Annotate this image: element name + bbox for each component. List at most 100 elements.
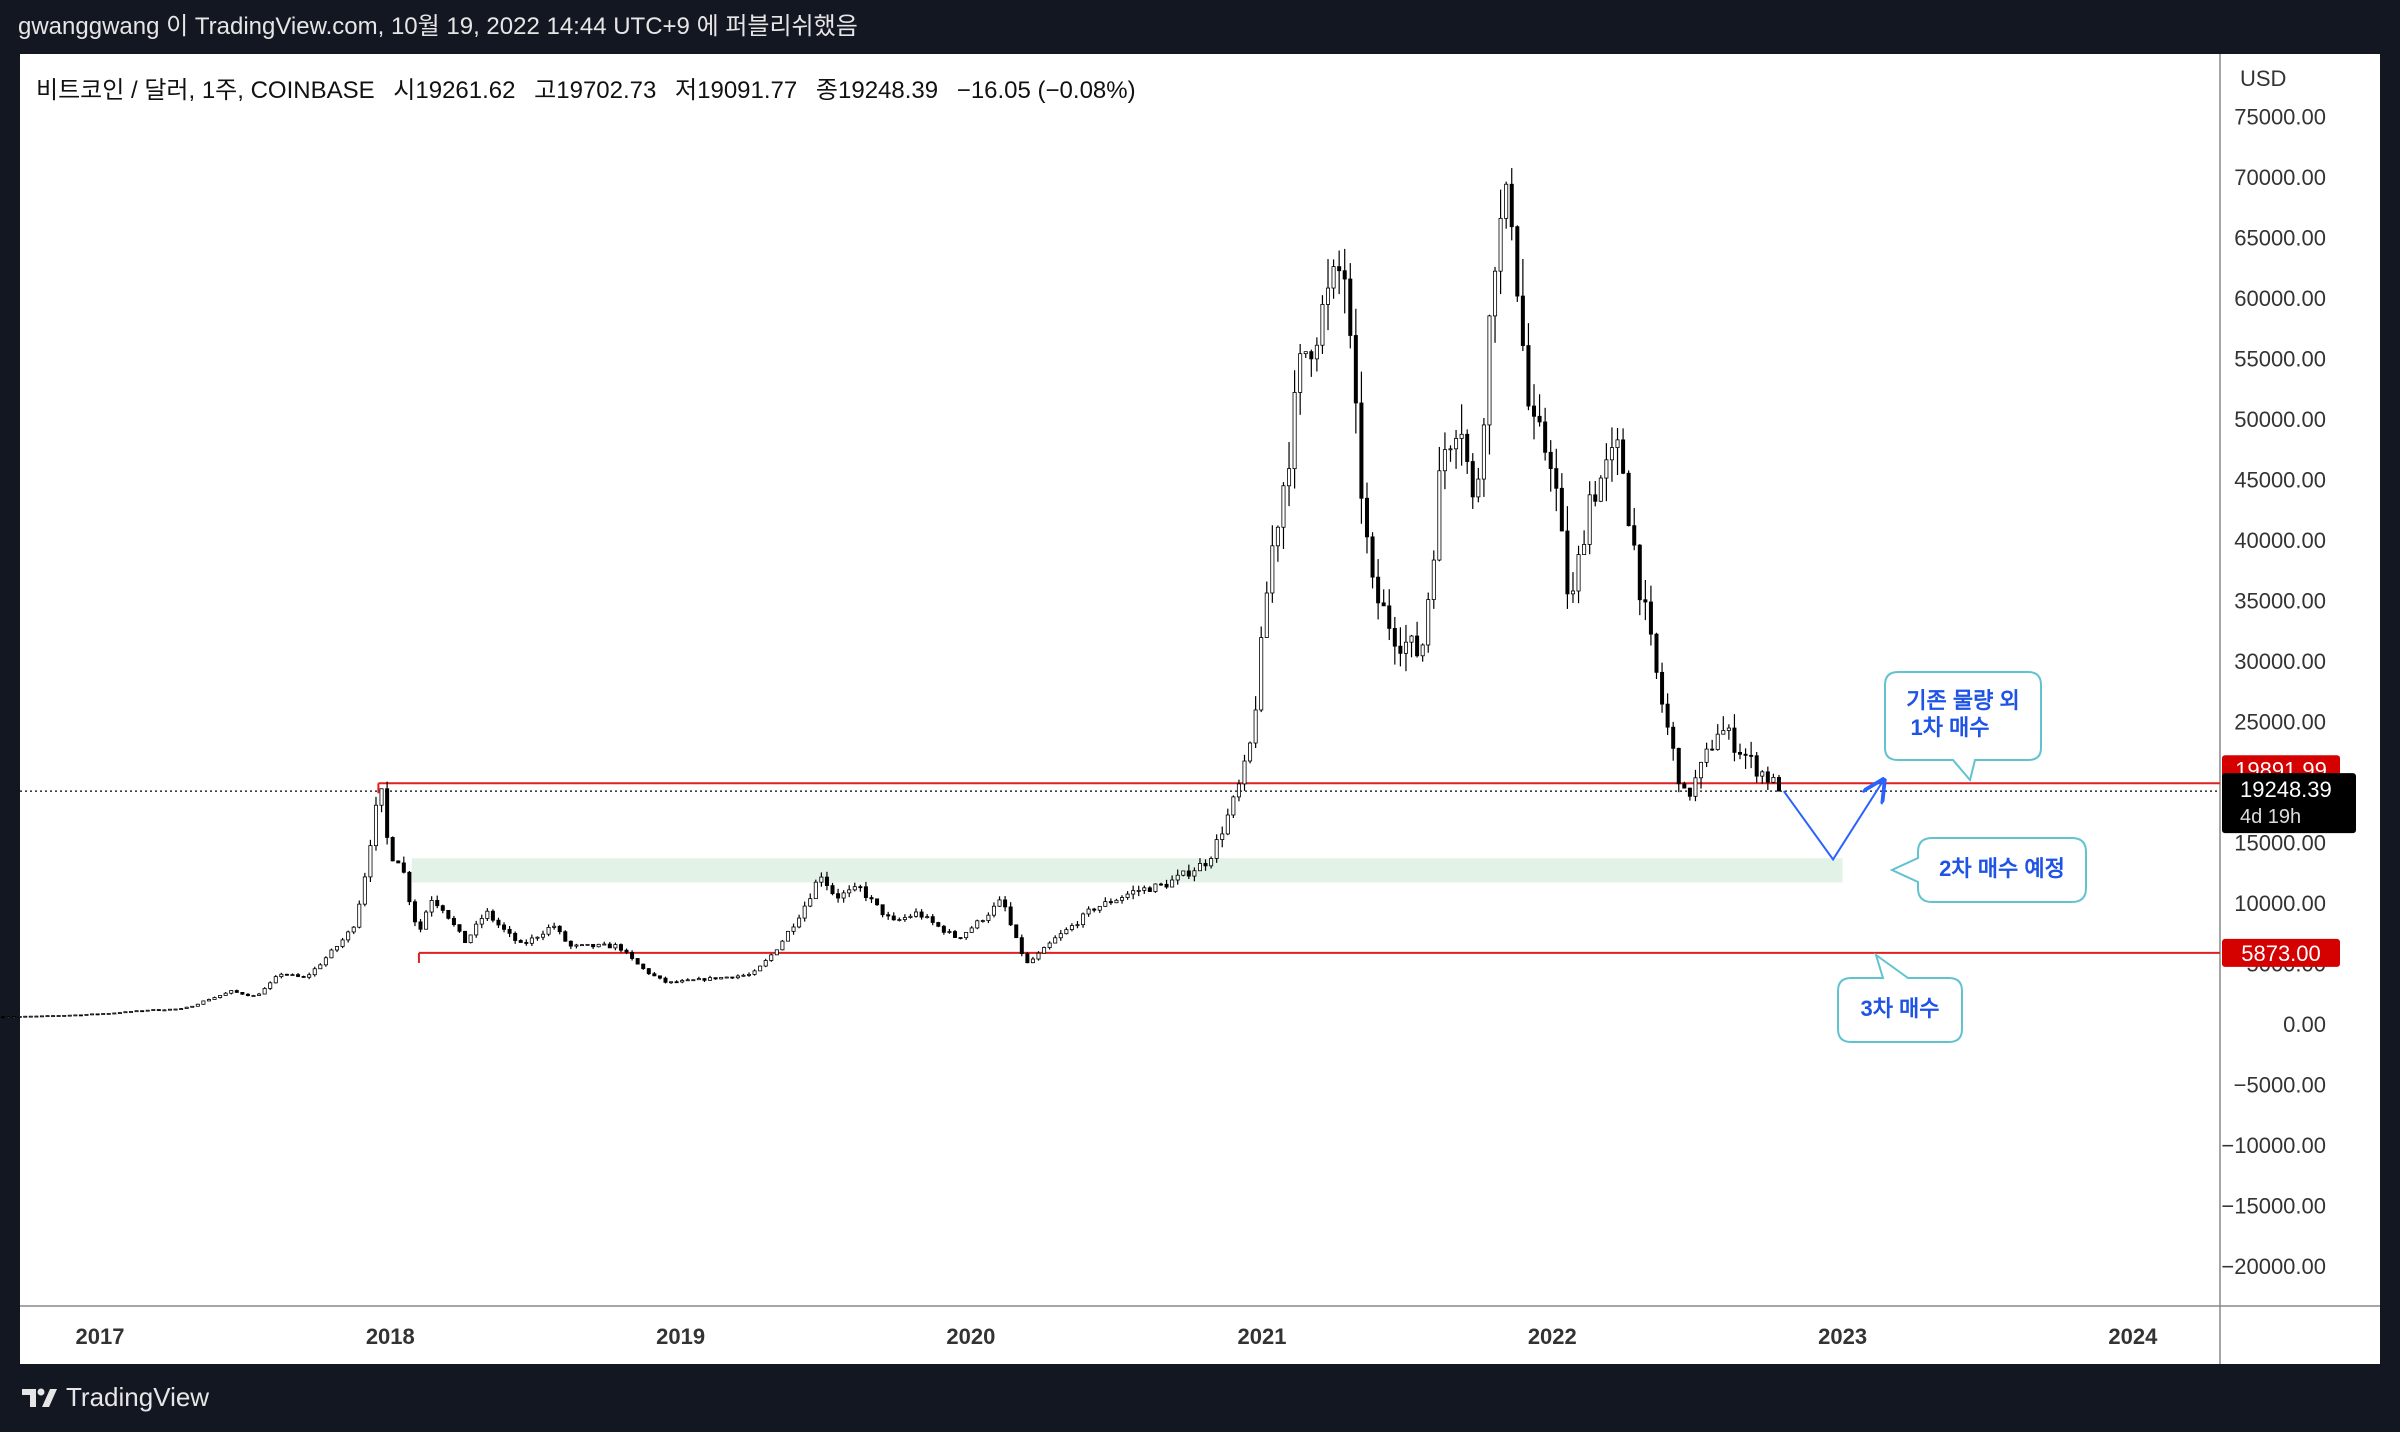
price-tick-label: 10000.00: [2234, 891, 2326, 916]
candle-body: [223, 992, 228, 996]
candle-body: [1509, 183, 1514, 228]
candle-body: [1209, 858, 1214, 867]
candle-body: [841, 892, 846, 899]
candle-body: [262, 988, 267, 995]
candle-body: [62, 1014, 67, 1017]
candle-body: [991, 905, 996, 916]
candle-body: [1559, 487, 1564, 532]
low-value: 19091.77: [697, 77, 797, 104]
candle-body: [641, 963, 646, 969]
price-tick-label: 35000.00: [2234, 589, 2326, 614]
candle-body: [468, 934, 473, 944]
candle-body: [1526, 345, 1531, 407]
projection-path: [1782, 782, 1883, 862]
high-value: 19702.73: [556, 77, 656, 104]
candle-body: [502, 924, 507, 930]
candle-body: [563, 931, 568, 942]
candle-body: [251, 995, 256, 997]
candle-body: [1776, 777, 1781, 792]
candle-body: [830, 885, 835, 895]
candle-body: [568, 940, 573, 947]
price-tick-label: 45000.00: [2234, 468, 2326, 493]
candle-body: [1292, 392, 1297, 470]
candle-body: [997, 899, 1002, 907]
candle-body: [863, 886, 868, 898]
candle-body: [1398, 645, 1403, 654]
candle-body: [1593, 494, 1598, 502]
candle-body: [368, 845, 373, 878]
candle-body: [819, 876, 824, 883]
candle-body: [763, 960, 768, 967]
candle-body: [67, 1014, 72, 1017]
candle-body: [524, 942, 529, 944]
candle-body: [23, 1015, 28, 1018]
candle-body: [791, 926, 796, 932]
candle-body: [541, 933, 546, 938]
tradingview-logo[interactable]: TradingView: [20, 1382, 209, 1413]
candle-body: [1008, 906, 1013, 926]
candle-body: [396, 860, 401, 864]
price-tick-label: −5000.00: [2234, 1073, 2326, 1098]
candle-body: [1092, 908, 1097, 911]
candle-body: [1470, 461, 1475, 498]
candle-body: [1264, 592, 1269, 638]
candle-body: [758, 965, 763, 972]
candle-body: [691, 979, 696, 982]
candle-body: [952, 931, 957, 938]
candle-body: [273, 976, 278, 984]
candle-body: [574, 944, 579, 947]
callout-first-buy[interactable]: 기존 물량 외 1차 매수: [1884, 671, 2042, 783]
candle-body: [1660, 671, 1665, 705]
candle-body: [140, 1010, 145, 1013]
candle-body: [373, 804, 378, 847]
candle-body: [1570, 590, 1575, 595]
candle-body: [652, 973, 657, 977]
candle-body: [17, 1016, 22, 1018]
candle-body: [101, 1013, 106, 1015]
candle-body: [1131, 890, 1136, 895]
candle-body: [1699, 761, 1704, 779]
candle-body: [546, 927, 551, 935]
callout-first-buy-line1: 기존 물량 외: [1906, 688, 2019, 713]
price-tick-label: 75000.00: [2234, 105, 2326, 130]
candle-body: [1186, 870, 1191, 877]
candle-body: [145, 1009, 150, 1012]
candle-body: [212, 997, 217, 1000]
candle-body: [696, 978, 701, 981]
candle-body: [1487, 315, 1492, 426]
candle-body: [28, 1015, 33, 1018]
candle-body: [129, 1011, 134, 1013]
candle-body: [117, 1012, 122, 1015]
candle-body: [1181, 870, 1186, 876]
candle-body: [1654, 633, 1659, 673]
candle-body: [1120, 897, 1125, 901]
candle-body: [1075, 924, 1080, 927]
callout-third-buy[interactable]: 3차 매수: [1837, 952, 1963, 1043]
candle-body: [1242, 760, 1247, 785]
candle-body: [1275, 526, 1280, 547]
candle-body: [1504, 183, 1509, 219]
candle-body: [1364, 497, 1369, 538]
candle-body: [1498, 217, 1503, 272]
candle-countdown: 4d 19h: [2240, 806, 2301, 828]
candle-body: [513, 932, 518, 941]
price-tick-label: −20000.00: [2221, 1254, 2326, 1279]
candle-body: [6, 1016, 11, 1019]
candle-body: [329, 949, 334, 959]
candle-body: [1314, 344, 1319, 360]
candle-body: [1203, 863, 1208, 867]
candle-body: [1448, 448, 1453, 451]
candle-body: [1220, 833, 1225, 840]
candle-body: [1682, 783, 1687, 789]
candle-body: [902, 917, 907, 920]
candle-body: [312, 968, 317, 976]
price-tick-label: 50000.00: [2234, 407, 2326, 432]
candle-body: [1153, 883, 1158, 892]
callout-second-buy[interactable]: 2차 매수 예정: [1889, 837, 2087, 903]
candle-body: [1197, 863, 1202, 872]
candle-body: [1765, 771, 1770, 783]
symbol-name: 비트코인 / 달러, 1주, COINBASE: [36, 77, 375, 104]
candle-body: [824, 876, 829, 886]
candle-body: [1520, 295, 1525, 346]
